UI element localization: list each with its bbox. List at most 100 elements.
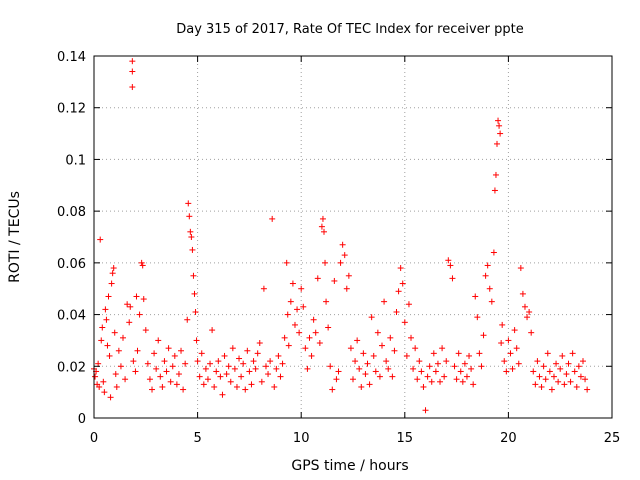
data-point	[503, 368, 510, 375]
data-point	[414, 376, 421, 383]
data-point	[488, 298, 495, 305]
data-point	[236, 355, 243, 362]
data-point	[194, 358, 201, 365]
data-point	[153, 365, 160, 372]
data-point	[113, 383, 120, 390]
data-point	[393, 308, 400, 315]
data-point	[146, 376, 153, 383]
data-point	[364, 360, 371, 367]
data-point	[341, 252, 348, 259]
data-point	[513, 345, 520, 352]
data-point	[110, 265, 117, 272]
data-point	[106, 352, 113, 359]
data-point	[107, 394, 114, 401]
data-point	[428, 378, 435, 385]
data-point	[120, 334, 127, 341]
data-point	[248, 381, 255, 388]
data-point	[519, 290, 526, 297]
data-point	[418, 368, 425, 375]
data-point	[577, 373, 584, 380]
data-point	[538, 383, 545, 390]
data-point	[191, 290, 198, 297]
data-point	[495, 117, 502, 124]
data-point	[432, 368, 439, 375]
data-point	[472, 293, 479, 300]
data-point	[410, 365, 417, 372]
data-point	[265, 371, 272, 378]
data-point	[155, 337, 162, 344]
data-points	[91, 58, 591, 414]
axis-ticks	[93, 55, 613, 419]
data-point	[461, 360, 468, 367]
data-point	[339, 241, 346, 248]
y-tick-label: 0	[78, 412, 86, 427]
data-point	[579, 358, 586, 365]
data-point	[511, 327, 518, 334]
data-point	[129, 58, 136, 65]
data-point	[401, 319, 408, 326]
data-point	[279, 360, 286, 367]
x-axis-label: GPS time / hours	[291, 458, 408, 474]
data-point	[97, 236, 104, 243]
data-point	[294, 306, 301, 313]
grid-lines	[94, 56, 612, 418]
data-point	[250, 358, 257, 365]
data-point	[300, 303, 307, 310]
data-point	[536, 373, 543, 380]
data-point	[193, 337, 200, 344]
data-point	[252, 365, 259, 372]
data-point	[109, 270, 116, 277]
data-point	[267, 358, 274, 365]
data-point	[115, 347, 122, 354]
data-point	[242, 386, 249, 393]
data-point	[198, 350, 205, 357]
data-point	[381, 298, 388, 305]
data-point	[453, 376, 460, 383]
data-point	[117, 363, 124, 370]
data-point	[550, 373, 557, 380]
data-point	[347, 345, 354, 352]
data-point	[366, 381, 373, 388]
data-point	[370, 352, 377, 359]
data-point	[200, 381, 207, 388]
x-tick-label: 0	[90, 431, 98, 446]
y-tick-label: 0.02	[57, 360, 86, 375]
data-point	[184, 316, 191, 323]
data-point	[439, 345, 446, 352]
data-point	[492, 171, 499, 178]
data-point	[138, 259, 145, 266]
data-point	[284, 311, 291, 318]
x-tick-label: 25	[604, 431, 621, 446]
data-point	[225, 363, 232, 370]
data-point	[325, 324, 332, 331]
data-point	[189, 246, 196, 253]
y-axis-label: ROTI / TECUs	[7, 191, 23, 283]
data-point	[391, 347, 398, 354]
y-tick-label: 0.14	[57, 50, 86, 65]
data-point	[213, 368, 220, 375]
data-point	[517, 265, 524, 272]
data-point	[217, 373, 224, 380]
data-point	[420, 383, 427, 390]
data-point	[563, 371, 570, 378]
data-point	[466, 352, 473, 359]
y-tick-label: 0.1	[65, 153, 86, 168]
data-point	[254, 350, 261, 357]
data-point	[555, 378, 562, 385]
data-point	[544, 350, 551, 357]
data-point	[273, 365, 280, 372]
data-point	[491, 187, 498, 194]
data-point	[192, 308, 199, 315]
x-tick-labels: 0 5 10 15 20 25	[90, 431, 620, 446]
data-point	[445, 257, 452, 264]
data-point	[561, 381, 568, 388]
plot-frame	[93, 55, 613, 419]
data-point	[530, 368, 537, 375]
data-point	[468, 365, 475, 372]
data-point	[496, 122, 503, 129]
data-point	[524, 314, 531, 321]
data-point	[509, 365, 516, 372]
data-point	[129, 84, 136, 91]
data-point	[368, 314, 375, 321]
data-point	[127, 303, 134, 310]
